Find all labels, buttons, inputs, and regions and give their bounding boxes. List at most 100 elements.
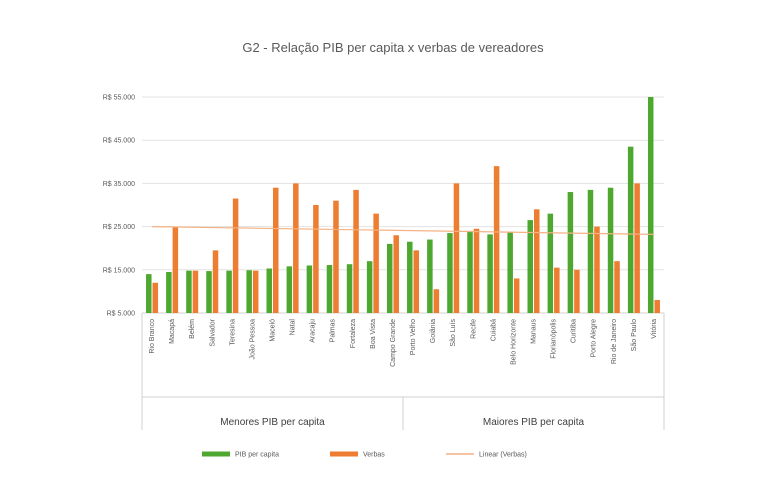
category-label: Aracaju [310, 319, 317, 343]
bar-pib-per-capita [326, 265, 333, 313]
bar-pib-per-capita [266, 268, 272, 313]
bar-pib-per-capita [607, 187, 614, 313]
bar-pib-per-capita [487, 234, 493, 313]
category-label: Goiânia [430, 319, 437, 343]
category-label: Fortaleza [350, 319, 357, 348]
category-label: Rio Branco [149, 319, 156, 354]
trendline-verbas [152, 226, 654, 235]
category-label: Recife [470, 319, 477, 339]
bar-verbas [353, 189, 359, 313]
bar-pib-per-capita [627, 146, 634, 313]
legend-label: PIB per capita [235, 452, 279, 459]
bar-verbas [293, 183, 299, 313]
bar-verbas [473, 228, 480, 313]
bar-pib-per-capita [346, 264, 353, 313]
category-label: Palmas [330, 319, 337, 343]
category-label: Boa Vista [370, 319, 377, 349]
chart-title: G2 - Relação PIB per capita x verbas de … [242, 40, 544, 55]
category-label: Natal [290, 319, 297, 336]
bar-verbas [152, 282, 159, 313]
category-label: Rio de Janeiro [611, 319, 618, 364]
legend-label: Verbas [363, 452, 385, 459]
bar-verbas [453, 183, 460, 313]
bar-pib-per-capita [186, 270, 192, 313]
y-tick-label: R$ 5.000 [107, 311, 136, 318]
bar-pib-per-capita [366, 261, 373, 313]
category-label: Porto Alegre [591, 319, 598, 358]
category-label: Porto Velho [410, 319, 417, 355]
trendline [152, 226, 654, 235]
bar-verbas [554, 267, 560, 313]
category-label: Belém [189, 319, 196, 339]
y-tick-label: R$ 45.000 [103, 138, 135, 145]
category-label: Maceió [270, 319, 277, 342]
bar-verbas [373, 213, 379, 313]
bar-verbas [252, 270, 259, 313]
legend-label: Linear (Verbas) [479, 452, 527, 459]
legend-swatch [202, 451, 230, 457]
category-label: Manaus [531, 319, 538, 344]
bar-verbas [313, 205, 319, 313]
legend: PIB per capita Verbas Linear (Verbas) [202, 451, 527, 459]
category-label: Salvador [209, 318, 216, 346]
bar-verbas [574, 269, 580, 313]
y-axis-ticks: R$ 5.000 R$ 15.000 R$ 25.000 R$ 35.000 R$ 45… [103, 95, 135, 318]
bar-pib-per-capita [647, 97, 654, 313]
y-tick-label: R$ 25.000 [103, 224, 135, 231]
category-label: Belo Horizonte [510, 319, 517, 365]
bar-pib-per-capita [507, 231, 513, 313]
bar-pib-per-capita [447, 233, 453, 313]
category-label: Florianópolis [551, 319, 558, 359]
bar-pib-per-capita [527, 220, 533, 313]
bar-verbas [654, 300, 660, 313]
bar-pib-per-capita [166, 271, 172, 313]
legend-swatch [330, 451, 358, 457]
group-labels: Menores PIB per capita Maiores PIB per ca… [141, 313, 665, 430]
group-label: Maiores PIB per capita [483, 417, 585, 428]
bar-verbas [172, 226, 179, 313]
category-label: Campo Grande [390, 319, 397, 367]
bar-pib-per-capita [567, 192, 574, 313]
category-label: Vitória [651, 319, 658, 339]
bar-pib-per-capita [467, 230, 473, 313]
bar-verbas [634, 183, 640, 313]
y-tick-label: R$ 35.000 [103, 181, 135, 188]
category-label: João Pessoa [249, 319, 256, 360]
bar-verbas [393, 235, 399, 313]
bar-verbas [413, 250, 420, 313]
bar-pib-per-capita [427, 239, 433, 313]
bar-verbas [273, 187, 279, 313]
bar-verbas [212, 250, 219, 313]
category-label: São Luís [450, 319, 457, 347]
y-tick-label: R$ 55.000 [103, 95, 135, 102]
category-label: Cuiabá [490, 319, 497, 341]
bar-pib-per-capita [286, 266, 293, 313]
y-tick-label: R$ 15.000 [103, 267, 135, 274]
bar-pib-per-capita [407, 241, 413, 313]
bar-pib-per-capita [547, 213, 554, 313]
bars [146, 97, 660, 313]
category-label: Macapá [169, 319, 176, 344]
bar-verbas [614, 261, 620, 313]
category-label: Teresina [229, 319, 236, 346]
bar-pib-per-capita [587, 189, 594, 313]
bar-pib-per-capita [226, 270, 232, 313]
gridlines [142, 96, 664, 314]
bar-verbas [192, 270, 199, 313]
bar-verbas [433, 289, 440, 313]
bar-pib-per-capita [386, 243, 393, 313]
category-labels: Rio Branco Macapá Belém Salvador Teresina Joã… [149, 318, 658, 367]
bar-pib-per-capita [206, 271, 212, 313]
bar-verbas [493, 166, 500, 313]
bar-pib-per-capita [306, 265, 313, 313]
bar-pib-per-capita [246, 270, 252, 313]
bar-verbas [534, 209, 540, 313]
bar-verbas [333, 200, 339, 313]
bar-verbas [232, 198, 239, 313]
category-label: Curitiba [571, 319, 578, 343]
category-label: São Paulo [631, 319, 638, 351]
group-label: Menores PIB per capita [220, 417, 325, 428]
bar-verbas [594, 226, 600, 313]
bar-verbas [513, 278, 520, 313]
